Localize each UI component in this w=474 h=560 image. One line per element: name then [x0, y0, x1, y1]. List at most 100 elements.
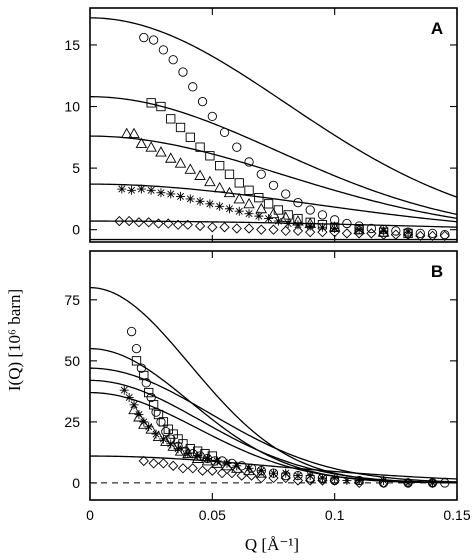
triangle-marker [152, 430, 165, 441]
star-marker [403, 478, 413, 488]
star-marker [166, 189, 176, 199]
triangle-marker [213, 181, 226, 193]
diamond-marker [226, 468, 238, 479]
star-marker [151, 429, 161, 439]
diamond-marker [305, 475, 316, 486]
star-marker [139, 417, 149, 427]
diamond-marker [280, 472, 291, 484]
star-marker [173, 444, 183, 454]
star-marker [193, 451, 203, 461]
square-marker [263, 199, 274, 209]
triangle-marker [255, 202, 268, 214]
diamond-marker [168, 460, 179, 471]
triangle-marker [135, 137, 148, 148]
y-tick-label: 25 [64, 414, 80, 430]
triangle-marker [211, 457, 223, 468]
circle-marker [131, 343, 142, 354]
square-marker [146, 98, 156, 108]
square-marker [131, 356, 142, 366]
circle-marker [197, 96, 208, 107]
star-marker [234, 206, 244, 216]
triangle-marker [145, 141, 157, 152]
plot-area [90, 286, 457, 489]
fit-curve [90, 379, 457, 484]
diamond-marker [163, 218, 174, 229]
panel-b: 0 25 50 75 0 0.05 0.1 0.15 B [64, 250, 471, 523]
x-tick-label: 0 [86, 507, 94, 523]
circle-marker [126, 326, 137, 337]
star-marker [305, 221, 315, 231]
triangle-marker [243, 197, 255, 209]
square-marker [168, 429, 178, 439]
circle-marker [317, 210, 328, 220]
triangle-marker [120, 127, 133, 139]
square-marker [166, 114, 176, 124]
diamond-marker [439, 230, 450, 241]
triangle-marker [138, 418, 150, 429]
triangle-marker [194, 169, 206, 180]
square-marker [224, 169, 235, 179]
diamond-marker [143, 217, 154, 228]
triangle-marker [182, 447, 194, 459]
diamond-marker [402, 477, 414, 489]
fit-curve [90, 455, 457, 480]
circle-marker [268, 180, 279, 190]
panel-label: B [431, 262, 443, 281]
circle-marker [168, 55, 178, 65]
diamond-marker [114, 215, 125, 227]
circle-marker [256, 169, 266, 179]
circle-marker [281, 189, 291, 199]
square-marker [173, 434, 183, 444]
diamond-marker [317, 227, 328, 238]
diamond-marker [341, 228, 353, 239]
square-marker [185, 132, 195, 142]
square-marker [283, 210, 293, 220]
x-tick-label: 0.1 [325, 507, 345, 523]
circle-marker [188, 82, 198, 92]
plot-frame [89, 7, 458, 243]
star-marker [293, 220, 303, 230]
circle-marker [146, 392, 156, 403]
diamond-marker [219, 222, 230, 233]
star-marker [330, 473, 340, 483]
diamond-marker [427, 230, 438, 241]
diamond-marker [216, 468, 228, 479]
square-marker [205, 151, 215, 161]
x-tick-label: 0.15 [443, 507, 470, 523]
x-axis-title: Q [Å⁻¹] [245, 535, 299, 554]
panel-label: A [431, 19, 443, 38]
diamond-marker [280, 225, 291, 237]
star-marker [330, 223, 340, 233]
diamond-marker [292, 475, 304, 486]
triangle-marker [243, 464, 255, 476]
triangle-marker [221, 459, 233, 471]
star-marker [232, 461, 242, 471]
star-marker [202, 454, 212, 463]
fit-curve [90, 17, 457, 198]
triangle-marker [267, 207, 280, 219]
diamond-marker [172, 219, 184, 230]
y-axis-title: I(Q) [10⁶ barn] [5, 289, 24, 391]
diamond-marker [268, 472, 279, 484]
diamond-marker [390, 229, 401, 240]
diamond-marker [305, 227, 316, 238]
star-marker [146, 185, 156, 195]
star-marker [354, 475, 364, 485]
diamond-marker [243, 223, 255, 234]
triangle-marker [231, 462, 243, 473]
diamond-marker [353, 477, 365, 489]
diamond-marker [292, 225, 304, 237]
diamond-marker [158, 458, 169, 469]
star-marker [222, 458, 232, 468]
star-marker [117, 184, 127, 194]
square-marker [158, 417, 169, 427]
circle-marker [148, 35, 159, 45]
diamond-marker [236, 470, 247, 481]
star-marker [403, 227, 413, 237]
triangle-marker [160, 435, 172, 446]
diamond-marker [329, 227, 340, 238]
circle-marker [342, 218, 352, 229]
triangle-marker [255, 467, 268, 478]
plot-area [90, 17, 457, 241]
triangle-marker [128, 127, 140, 139]
